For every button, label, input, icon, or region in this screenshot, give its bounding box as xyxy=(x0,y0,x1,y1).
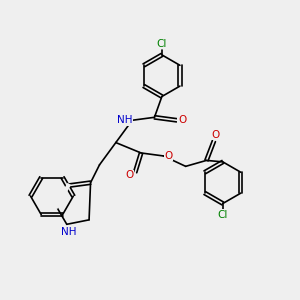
Text: O: O xyxy=(126,170,134,180)
Text: O: O xyxy=(211,130,220,140)
Text: O: O xyxy=(178,115,186,125)
Text: NH: NH xyxy=(61,227,76,237)
Text: Cl: Cl xyxy=(218,210,228,220)
Text: O: O xyxy=(165,151,173,161)
Text: NH: NH xyxy=(117,115,133,125)
Text: Cl: Cl xyxy=(157,39,167,49)
